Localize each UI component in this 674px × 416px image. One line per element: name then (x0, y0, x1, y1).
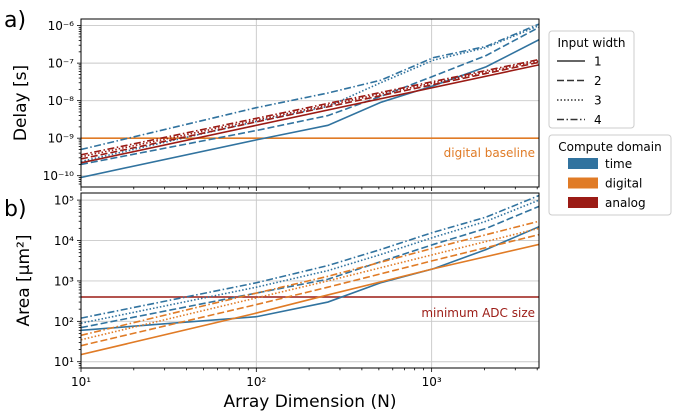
series-group (81, 23, 539, 179)
series-analog-3 (81, 60, 539, 158)
series-digital-3 (81, 227, 539, 341)
panel-delay: digital baseline 10⁻¹⁰ 10⁻⁹ 10⁻⁸ 10⁻⁷ 10⁻⁶ Del… (4, 8, 540, 191)
legend-swatch-digital (568, 177, 598, 189)
ticks: 10⁻¹⁰ 10⁻⁹ 10⁻⁸ 10⁻⁷ 10⁻⁶ (43, 19, 538, 191)
legend-entry-label: 3 (594, 94, 602, 108)
x-tick-label: 10³ (422, 375, 442, 389)
series-time-3 (81, 199, 539, 324)
legend-swatch-time (568, 158, 598, 169)
y-tick-label: 10² (54, 315, 74, 329)
y-axis-label: Area [μm²] (14, 235, 34, 327)
reference-line-label: minimum ADC size (421, 306, 535, 320)
series-analog-2 (81, 61, 539, 160)
legend-entry-label: 4 (594, 113, 602, 127)
series-time-2 (81, 26, 539, 166)
panel-area: minimum ADC size 10¹ 10² 10³ 10⁴ 10⁵ 10¹ 10² 10³… (4, 192, 540, 412)
legend-entry-label: analog (605, 196, 646, 210)
series-digital-2 (81, 233, 539, 347)
legend-title: Compute domain (558, 140, 661, 154)
y-tick-label: 10⁴ (54, 234, 74, 248)
y-tick-label: 10⁵ (54, 194, 74, 208)
axes-frame (80, 18, 540, 188)
series-analog-4 (81, 58, 539, 156)
series-analog-1 (81, 64, 539, 164)
y-tick-label: 10⁻⁶ (48, 19, 75, 33)
series-digital-4 (81, 220, 539, 337)
reference-line-label: digital baseline (444, 146, 535, 160)
legend-entry-label: 1 (594, 55, 602, 69)
y-axis-label: Delay [s] (11, 65, 31, 141)
x-tick-label: 10¹ (71, 375, 91, 389)
legend-entry-label: time (605, 157, 632, 171)
series-group (81, 194, 539, 356)
x-tick-label: 10² (246, 375, 266, 389)
series-time-4 (81, 194, 539, 319)
y-tick-label: 10⁻⁷ (48, 57, 75, 71)
panel-label: a) (4, 8, 26, 33)
series-time-1 (81, 39, 539, 179)
legend-entry-label: digital (605, 177, 642, 191)
legend-compute-domain: Compute domain time digital analog (548, 134, 672, 216)
series-time-3 (81, 24, 539, 163)
legend-title: Input width (558, 36, 626, 50)
legends: Input width 1 2 3 4 Compute domain time digital… (548, 30, 672, 216)
legend-input-width: Input width 1 2 3 4 (548, 30, 635, 129)
y-tick-label: 10⁻¹⁰ (43, 169, 74, 183)
y-tick-label: 10⁻⁹ (48, 132, 75, 146)
legend-entry-label: 2 (594, 74, 602, 88)
ticks: 10¹ 10² 10³ 10⁴ 10⁵ 10¹ 10² 10³ (54, 194, 538, 389)
y-tick-label: 10¹ (54, 355, 74, 369)
legend-box (548, 30, 635, 129)
y-tick-label: 10³ (54, 274, 74, 288)
legend-box (548, 134, 672, 216)
legend-swatch-analog (568, 197, 598, 208)
panel-label: b) (4, 197, 27, 222)
series-time-1 (81, 225, 539, 332)
x-axis-label: Array Dimension (N) (224, 392, 397, 412)
series-digital-1 (81, 243, 539, 356)
axes-frame (80, 192, 540, 369)
series-time-4 (81, 23, 539, 151)
y-tick-label: 10⁻⁸ (48, 94, 75, 108)
grid (80, 19, 539, 187)
